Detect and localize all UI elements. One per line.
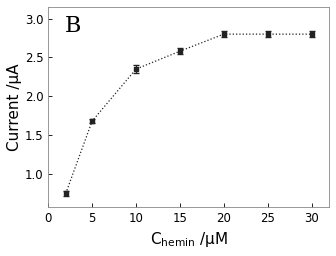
Text: B: B <box>65 15 81 37</box>
Y-axis label: Current /μA: Current /μA <box>7 63 22 151</box>
X-axis label: $\mathrm{C_{hemin}}$ /μM: $\mathrm{C_{hemin}}$ /μM <box>150 230 228 249</box>
